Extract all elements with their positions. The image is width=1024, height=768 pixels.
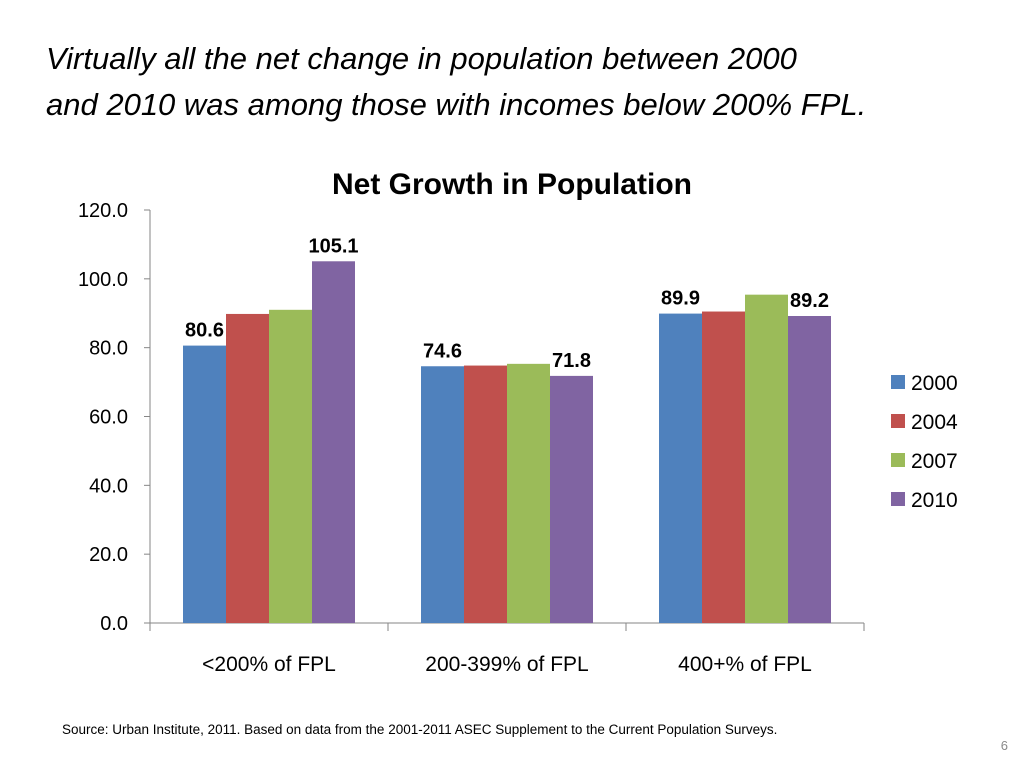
chart-title: Net Growth in Population xyxy=(332,168,692,201)
y-axis: 0.0 20.0 40.0 60.0 80.0 100.0 120.0 xyxy=(78,200,151,635)
bar-2004-1 xyxy=(226,313,269,623)
legend-label-2004: 2004 xyxy=(911,411,958,434)
bar-2000-1 xyxy=(183,345,226,623)
data-label: 80.6 xyxy=(185,320,224,342)
bar-2007-2 xyxy=(507,363,550,623)
bar-2007-1 xyxy=(269,309,312,623)
legend: 2000 2004 2007 2010 xyxy=(891,372,958,512)
legend-label-2007: 2007 xyxy=(911,450,958,473)
bar-2010-3 xyxy=(788,316,831,623)
bar-2010-2 xyxy=(550,375,593,623)
legend-swatch-2010 xyxy=(891,492,905,506)
bar-chart: Net Growth in Population 0.0 20.0 40.0 60.0… xyxy=(78,168,958,676)
data-label: 89.9 xyxy=(661,288,700,310)
data-label: 89.2 xyxy=(790,290,829,312)
legend-label-2000: 2000 xyxy=(911,372,958,395)
bar-2004-3 xyxy=(702,311,745,623)
legend-swatch-2007 xyxy=(891,453,905,467)
bar-2004-2 xyxy=(464,365,507,623)
data-label: 74.6 xyxy=(423,340,462,362)
bar-2007-3 xyxy=(745,294,788,623)
data-labels: 80.6 105.1 74.6 71.8 89.9 89.2 xyxy=(185,235,829,372)
bar-2000-2 xyxy=(421,366,464,623)
x-axis: <200% of FPL 200-399% of FPL 400+% of FPL xyxy=(149,622,865,676)
bar-2000-3 xyxy=(659,313,702,623)
y-tick-label: 20.0 xyxy=(89,544,128,566)
data-label: 105.1 xyxy=(308,235,358,257)
legend-swatch-2000 xyxy=(891,375,905,389)
source-note: Source: Urban Institute, 2011. Based on … xyxy=(62,722,778,737)
legend-label-2010: 2010 xyxy=(911,489,958,512)
y-tick-label: 80.0 xyxy=(89,338,128,360)
x-tick-label: 400+% of FPL xyxy=(678,653,812,676)
headline-line-1: Virtually all the net change in populati… xyxy=(46,41,797,76)
y-tick-label: 100.0 xyxy=(78,269,128,291)
x-tick-label: 200-399% of FPL xyxy=(425,653,588,676)
y-tick-label: 60.0 xyxy=(89,407,128,429)
bar-2010-1 xyxy=(312,261,355,623)
y-tick-label: 0.0 xyxy=(100,613,128,635)
headline-line-2: and 2010 was among those with incomes be… xyxy=(46,87,867,122)
bars xyxy=(183,261,831,623)
x-tick-label: <200% of FPL xyxy=(202,653,336,676)
y-tick-label: 120.0 xyxy=(78,200,128,222)
slide-headline: Virtually all the net change in populati… xyxy=(46,36,1006,128)
page-number: 6 xyxy=(1000,738,1008,753)
y-tick-label: 40.0 xyxy=(89,475,128,497)
legend-swatch-2004 xyxy=(891,414,905,428)
data-label: 71.8 xyxy=(552,350,591,372)
